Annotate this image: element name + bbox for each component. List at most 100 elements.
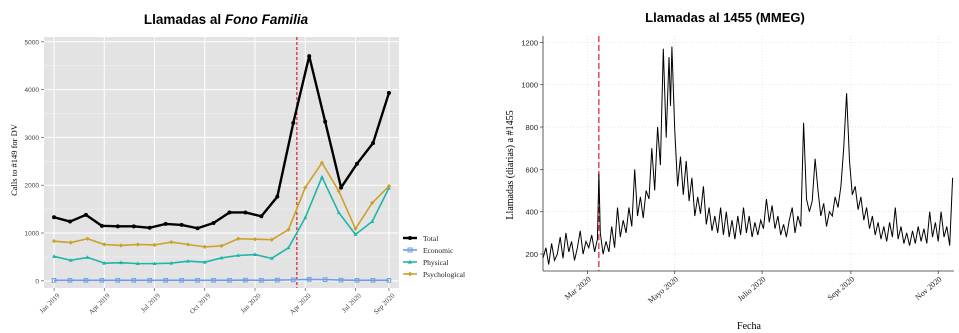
data-point [195,278,200,283]
data-point [370,200,375,206]
legend-label: Physical [423,258,448,267]
data-point [286,245,291,250]
y-axis-label: Llamadas (diarias) a #1455 [505,110,516,219]
x-tick-label: Jan 2019 [38,291,62,315]
data-point [102,260,107,265]
data-point [179,278,184,283]
x-tick-label: Mar 2020 [563,275,593,302]
data-point [386,278,392,283]
x-tick-label: Julio 2020 [736,275,767,303]
legend-label: Psychological [423,270,465,279]
data-point [322,277,328,282]
data-point [291,121,296,126]
y-tick-label: 200 [525,250,538,259]
gridlines [543,36,954,271]
x-tick-label: Jan 2020 [239,291,263,315]
data-point [227,278,232,283]
y-tick-label: 400 [525,208,538,217]
data-point [303,185,308,190]
data-point [51,278,57,283]
data-point [336,210,341,214]
y-tick-label: 3000 [25,135,40,142]
x-tick-label: Nov 2020 [913,275,943,302]
data-point [290,277,296,283]
data-point [336,188,341,194]
data-point [135,242,140,247]
data-point [163,221,168,226]
y-tick-label: 0 [35,278,39,285]
data-point [307,54,312,59]
y-axis-label: Calls to #149 for DV [9,123,19,196]
y-tick-label: 1000 [521,81,538,90]
y-axis: 0 1000 2000 3000 4000 5000 [25,39,44,285]
y-tick-label: 2000 [25,183,40,190]
data-point [169,239,174,245]
data-point [211,278,216,283]
data-point [243,277,248,283]
data-point [386,90,391,95]
series-group [51,54,392,283]
data-point [118,243,124,248]
data-point [163,278,168,283]
legend-label: Total [423,234,438,243]
data-point [202,244,207,250]
data-point [147,278,153,283]
data-point [408,236,412,240]
data-point [195,226,200,231]
mmeg-chart: Llamadas al 1455 (MMEG) 200 400 600 800 1000… [505,10,954,332]
data-point [353,232,358,236]
y-tick-label: 1000 [25,231,40,238]
x-tick-label: Sep 2020 [372,291,397,316]
data-point [211,220,216,225]
series-line [54,278,389,282]
data-point [269,237,274,242]
data-point [303,215,308,220]
y-tick-label: 600 [525,165,538,174]
data-point [179,222,184,227]
legend-item-total: Total [403,234,438,243]
y-tick-label: 800 [525,123,538,132]
chart-title-italic: Fono Familia [225,12,309,27]
y-tick-label: 4000 [25,87,40,94]
series-physical [52,174,391,266]
data-point [407,259,413,264]
data-point [306,277,312,282]
data-point [68,258,73,262]
data-point [219,255,224,260]
data-point [83,212,88,217]
chart-title: Llamadas al 1455 (MMEG) [645,10,805,25]
chart-title: Llamadas al Fono Familia [144,12,309,27]
legend-label: Economic [423,246,454,255]
x-tick-label: Oct 2019 [188,291,212,315]
data-point [227,210,232,215]
y-tick-label: 5000 [25,39,40,46]
data-point [339,185,344,190]
data-point [353,226,358,231]
series-total [52,54,391,231]
data-point [202,260,207,264]
data-point [319,160,325,165]
data-point [169,260,174,265]
data-point [131,224,136,229]
data-point [85,255,90,259]
data-point [186,259,190,263]
data-point [286,227,291,232]
series-psychological [51,160,392,250]
data-point [85,236,90,241]
data-point [275,277,280,283]
x-tick-label: Apr 2019 [87,291,112,316]
data-point [102,242,107,247]
data-point [407,271,413,277]
plot-panel [44,37,399,288]
legend-item-psychological: Psychological [403,270,465,279]
data-point [83,278,89,283]
data-point [67,219,72,224]
data-point [354,278,360,283]
data-point [115,224,120,229]
data-point [338,277,344,283]
data-point [68,240,73,245]
data-point [323,119,328,124]
data-point [67,278,73,283]
y-tick-label: 1200 [521,38,538,47]
data-point [319,174,324,179]
